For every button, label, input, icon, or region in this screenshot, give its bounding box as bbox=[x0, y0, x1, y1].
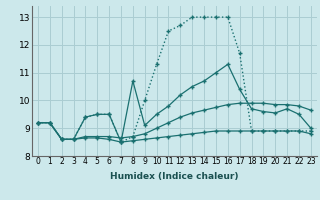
X-axis label: Humidex (Indice chaleur): Humidex (Indice chaleur) bbox=[110, 172, 239, 181]
